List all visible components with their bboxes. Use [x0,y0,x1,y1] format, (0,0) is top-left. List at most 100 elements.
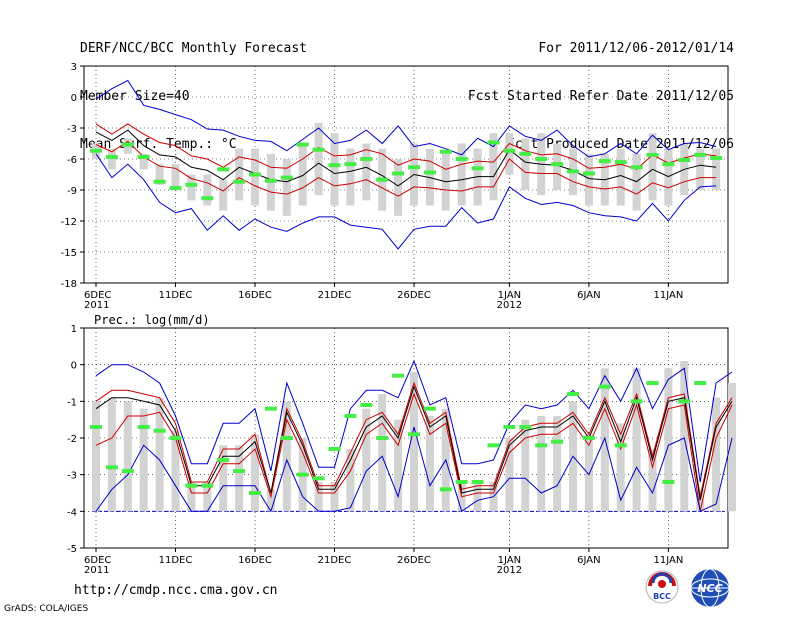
temperature-xtick-label: 6DEC [84,290,111,301]
temperature-spread-box [362,143,371,201]
temperature-observed-marker [503,148,516,153]
temperature-xtick-label: 26DEC [397,290,431,301]
temperature-observed-marker [233,179,246,184]
precipitation-observed-marker [249,491,261,495]
precipitation-observed-marker [264,406,277,411]
precipitation-spread-box [712,397,721,512]
temperature-observed-marker [392,171,405,176]
precipitation-observed-marker [105,465,118,470]
temperature-ytick-label: 3 [71,62,77,73]
precipitation-observed-marker [455,480,468,484]
precipitation-spread-box [410,372,418,512]
precipitation-ytick-label: -1 [67,397,77,408]
temperature-ytick-label: -18 [61,279,77,290]
temperature-xtick-label: 16DEC [238,290,272,301]
temperature-spread-box [521,138,530,190]
forecast-started: Fcst Started Refer Date 2011/12/05 [467,89,734,104]
temperature-spread-box [235,148,244,201]
precipitation-spread-box [92,401,100,512]
precipitation-spread-box [648,449,657,512]
precipitation-series-min [95,426,733,513]
precipitation-ytick-label: -2 [67,434,77,445]
precipitation-ytick-label: 1 [71,324,77,335]
precipitation-observed-marker [630,399,643,404]
precipitation-spread-box [235,445,244,512]
precipitation-spread-box [187,482,196,512]
temperature-series-min [95,153,717,250]
precip-panel-title: Prec.: log(mm/d) [94,313,210,327]
precipitation-observed-marker [662,480,675,484]
temperature-series-upper [95,123,717,170]
precipitation-series-max [95,359,733,483]
precipitation-xtick-label: 6JAN [577,555,600,566]
temperature-spread-box [203,174,212,206]
temperature-spread-box [425,148,434,206]
precipitation-observed-marker [408,432,420,437]
temperature-observed-marker [519,151,532,156]
temperature-observed-marker [487,140,500,145]
precipitation-spread-box [219,445,228,512]
temperature-observed-marker [90,148,102,153]
temperature-spread-box [298,143,307,206]
temperature-ytick-label: -15 [61,248,77,259]
temperature-series-max [95,79,717,158]
precipitation-observed-marker [423,406,436,411]
temperature-spread-box [251,148,259,206]
precipitation-spread-box [584,434,593,512]
temperature-observed-marker [694,152,707,157]
temperature-observed-marker [312,147,325,152]
temperature-xtick-year: 2012 [497,300,522,311]
precipitation-ytick-label: 0 [71,361,77,372]
precipitation-xtick-label: 11DEC [159,555,193,566]
forecast-produced: Fcst Produced Date 2011/12/06 [507,137,734,152]
temperature-spread-box [346,148,355,206]
temperature-observed-marker [630,165,643,170]
temperature-spread-box [330,133,339,206]
temperature-observed-marker [201,196,214,201]
precipitation-observed-marker [535,443,548,448]
precipitation-observed-marker [519,425,532,429]
temperature-observed-marker [249,172,261,177]
precipitation-spread-box [425,416,434,512]
temperature-observed-marker [280,175,293,180]
precipitation-xtick-label: 11JAN [653,555,683,566]
temperature-observed-marker [217,167,230,172]
precipitation-observed-marker [582,436,595,440]
precipitation-observed-marker [551,439,564,444]
precipitation-spread-box [616,423,625,512]
temperature-ytick-label: -9 [67,186,77,197]
grads-credit: GrADS: COLA/IGES [4,604,89,614]
precipitation-spread-box [553,416,562,512]
temperature-xtick-label: 11DEC [159,290,193,301]
precipitation-observed-marker [376,436,389,440]
temperature-xtick-label: 1JAN [498,290,521,301]
precipitation-series-upper [95,381,733,497]
temperature-spread-box [489,133,498,201]
temperature-spread-box [696,148,705,190]
temperature-spread-box [553,143,562,190]
temperature-spread-box [314,122,323,196]
temperature-spread-box [441,153,450,211]
precipitation-spread-box [346,449,355,512]
precipitation-spread-box [282,401,291,512]
bcc-logo-text: BCC [653,592,671,601]
precipitation-spread-box [680,361,689,512]
temperature-spread-box [712,148,721,190]
precipitation-spread-box [664,368,673,512]
temperature-observed-marker [169,185,182,190]
precipitation-series-lower [95,392,733,512]
precipitation-observed-marker [217,458,230,462]
temperature-xtick-label: 21DEC [318,290,352,301]
precipitation-observed-marker [678,399,691,404]
temperature-observed-marker [646,152,659,157]
precipitation-xtick-label: 6DEC [84,555,111,566]
precipitation-spread-box [505,438,514,512]
temperature-observed-marker [137,154,150,159]
precipitation-spread-box [473,482,482,512]
temperature-spread-box [616,148,625,206]
precipitation-observed-marker [503,425,516,429]
precipitation-observed-marker [90,425,102,429]
precipitation-spread-box [394,419,403,512]
member-size: Member Size=40 [80,89,190,104]
temperature-spread-box [107,148,116,170]
